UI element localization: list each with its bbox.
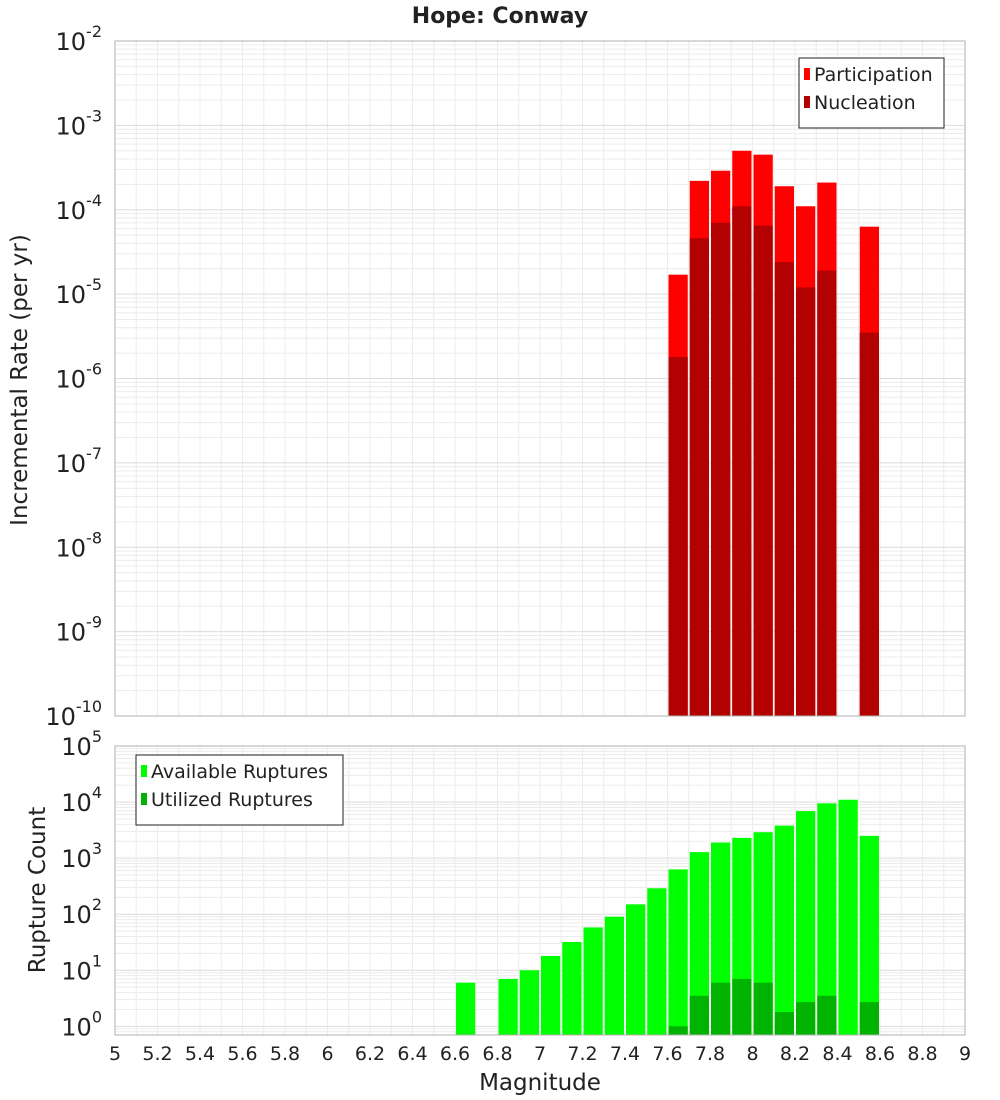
legend-box xyxy=(135,754,344,826)
utilized-ruptures-bar xyxy=(753,982,773,1035)
y-tick-label: 105 xyxy=(61,727,102,761)
chart-title: Hope: Conway xyxy=(412,4,588,29)
available-ruptures-bar xyxy=(647,888,667,1035)
y-tick-label: 10-6 xyxy=(56,360,103,394)
y-tick-label: 10-8 xyxy=(56,528,103,562)
utilized-ruptures-bar xyxy=(732,978,752,1035)
legend-swatch xyxy=(141,793,147,805)
available-ruptures-bar xyxy=(541,955,561,1035)
utilized-ruptures-bar xyxy=(859,1002,879,1035)
available-ruptures-bar xyxy=(859,835,879,1035)
x-tick-label: 5.4 xyxy=(185,1043,215,1065)
x-tick-label: 8 xyxy=(746,1043,758,1065)
utilized-ruptures-bar xyxy=(774,1012,794,1035)
available-ruptures-bar xyxy=(817,803,837,1035)
x-tick-label: 6.4 xyxy=(397,1043,427,1065)
top-y-tick-labels: 10-10 10-9 10-8 10-7 10-6 10-5 10-4 10-3 10-2 xyxy=(45,22,102,731)
x-tick-label: 8.2 xyxy=(780,1043,810,1065)
available-ruptures-bar xyxy=(796,811,816,1035)
available-ruptures-bar xyxy=(562,941,582,1035)
x-tick-label: 8.4 xyxy=(822,1043,852,1065)
x-tick-label: 7.8 xyxy=(695,1043,725,1065)
available-ruptures-bar xyxy=(838,799,858,1035)
available-ruptures-bar xyxy=(626,904,646,1035)
top-legend: Participation Nucleation xyxy=(798,57,945,129)
x-tick-label: 6 xyxy=(321,1043,333,1065)
available-ruptures-bar xyxy=(519,970,539,1035)
nucleation-bar xyxy=(753,225,773,716)
top-panel-bars xyxy=(668,150,879,716)
x-tick-label: 5.2 xyxy=(142,1043,172,1065)
nucleation-bar xyxy=(689,238,709,716)
top-plot-frame xyxy=(114,40,966,717)
nucleation-bar xyxy=(732,206,752,716)
utilized-ruptures-bar xyxy=(817,995,837,1035)
x-axis-label: Magnitude xyxy=(479,1070,601,1096)
x-tick-label: 6.2 xyxy=(355,1043,385,1065)
available-ruptures-bar xyxy=(774,825,794,1035)
top-y-axis-label: Incremental Rate (per yr) xyxy=(7,234,33,526)
y-tick-label: 10-5 xyxy=(56,275,103,309)
bottom-y-axis-label: Rupture Count xyxy=(25,807,51,973)
nucleation-bar xyxy=(711,222,731,716)
y-tick-label: 100 xyxy=(61,1007,102,1041)
x-tick-label: 6.8 xyxy=(482,1043,512,1065)
y-tick-label: 103 xyxy=(61,839,102,873)
utilized-ruptures-bar xyxy=(689,995,709,1035)
x-tick-label: 5.6 xyxy=(227,1043,257,1065)
y-tick-label: 10-7 xyxy=(56,444,103,478)
legend-box xyxy=(798,57,945,129)
bottom-legend: Available Ruptures Utilized Ruptures xyxy=(135,754,344,826)
bottom-y-tick-labels: 100 101 102 103 104 105 xyxy=(61,727,102,1041)
utilized-ruptures-bar xyxy=(711,982,731,1035)
y-tick-label: 10-4 xyxy=(56,191,103,225)
nucleation-bar xyxy=(668,356,688,716)
nucleation-bar xyxy=(774,262,794,716)
y-tick-label: 10-3 xyxy=(56,106,103,140)
x-tick-label: 5 xyxy=(109,1043,121,1065)
x-tick-label: 6.6 xyxy=(440,1043,470,1065)
utilized-ruptures-bar xyxy=(668,1026,688,1035)
nucleation-bar xyxy=(796,287,816,716)
legend-label: Utilized Ruptures xyxy=(151,789,313,811)
x-tick-label: 7 xyxy=(534,1043,546,1065)
bottom-panel-bars xyxy=(456,799,879,1035)
nucleation-bar xyxy=(817,270,837,716)
available-ruptures-bar xyxy=(456,982,476,1035)
available-ruptures-bar xyxy=(689,852,709,1035)
legend-swatch xyxy=(804,68,810,80)
legend-swatch xyxy=(804,96,810,108)
available-ruptures-bar xyxy=(583,927,603,1035)
y-tick-label: 101 xyxy=(61,951,102,985)
x-tick-label: 5.8 xyxy=(270,1043,300,1065)
x-tick-labels: 5 5.2 5.4 5.6 5.8 6 6.2 6.4 6.6 6.8 7 7.2 7.4 7.6 7.8 8… xyxy=(109,1043,971,1065)
utilized-ruptures-bar xyxy=(796,1002,816,1035)
x-tick-label: 8.6 xyxy=(865,1043,895,1065)
top-panel-grid xyxy=(114,40,966,717)
y-tick-label: 10-9 xyxy=(56,613,103,647)
x-tick-label: 9 xyxy=(959,1043,971,1065)
y-tick-label: 10-10 xyxy=(45,697,102,731)
legend-label: Nucleation xyxy=(814,92,916,114)
legend-swatch xyxy=(141,765,147,777)
available-ruptures-bar xyxy=(498,978,518,1035)
x-tick-label: 7.6 xyxy=(652,1043,682,1065)
x-tick-label: 7.2 xyxy=(567,1043,597,1065)
nucleation-bar xyxy=(859,332,879,716)
legend-label: Available Ruptures xyxy=(151,761,328,783)
available-ruptures-bar xyxy=(668,869,688,1035)
x-tick-label: 8.8 xyxy=(907,1043,937,1065)
legend-label: Participation xyxy=(814,64,933,86)
bottom-plot-frame xyxy=(114,745,966,1036)
y-tick-label: 104 xyxy=(61,783,102,817)
y-tick-label: 10-2 xyxy=(56,22,103,56)
x-tick-label: 7.4 xyxy=(610,1043,640,1065)
available-ruptures-bar xyxy=(604,916,624,1035)
y-tick-label: 102 xyxy=(61,895,102,929)
